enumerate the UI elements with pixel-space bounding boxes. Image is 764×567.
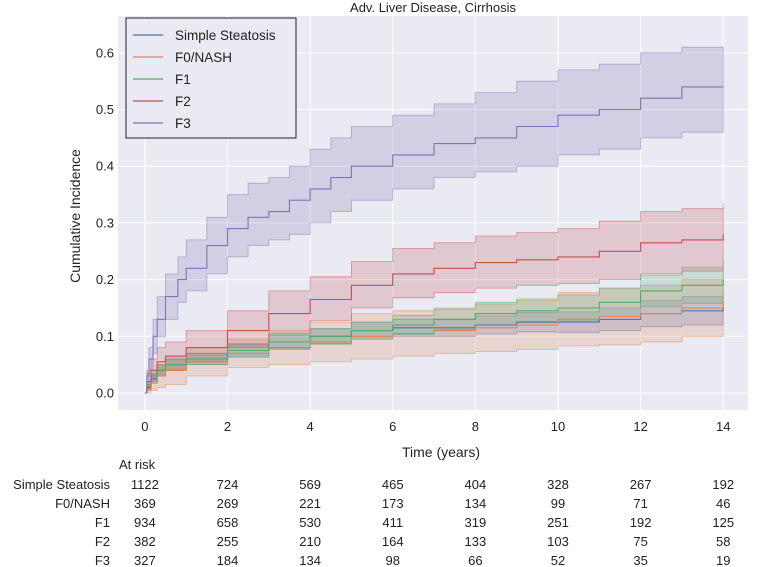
legend-label-f1: F1 bbox=[175, 72, 191, 87]
x-tick-label: 8 bbox=[472, 419, 479, 434]
at-risk-count: 404 bbox=[464, 477, 486, 492]
at-risk-count: 19 bbox=[716, 553, 730, 567]
at-risk-row-label-f3: F3 bbox=[95, 553, 110, 567]
legend-label-f0-nash: F0/NASH bbox=[175, 50, 232, 65]
at-risk-count: 98 bbox=[385, 553, 399, 567]
x-tick-label: 2 bbox=[224, 419, 231, 434]
at-risk-count: 133 bbox=[464, 534, 486, 549]
at-risk-count: 134 bbox=[464, 496, 486, 511]
at-risk-count: 569 bbox=[299, 477, 321, 492]
at-risk-count: 35 bbox=[633, 553, 647, 567]
x-axis-label: Time (years) bbox=[402, 444, 480, 460]
at-risk-count: 369 bbox=[134, 496, 156, 511]
x-tick-label: 4 bbox=[306, 419, 313, 434]
y-tick-label: 0.4 bbox=[96, 159, 114, 174]
at-risk-count: 46 bbox=[716, 496, 730, 511]
at-risk-row-label-f0-nash: F0/NASH bbox=[55, 496, 110, 511]
at-risk-count: 210 bbox=[299, 534, 321, 549]
at-risk-count: 99 bbox=[551, 496, 565, 511]
at-risk-count: 465 bbox=[382, 477, 404, 492]
x-tick-label: 10 bbox=[551, 419, 565, 434]
x-tick-label: 14 bbox=[716, 419, 730, 434]
at-risk-count: 267 bbox=[630, 477, 652, 492]
y-tick-label: 0.0 bbox=[96, 385, 114, 400]
at-risk-row-label-simple-steatosis: Simple Steatosis bbox=[13, 477, 110, 492]
at-risk-count: 134 bbox=[299, 553, 321, 567]
x-tick-label: 0 bbox=[141, 419, 148, 434]
at-risk-count: 173 bbox=[382, 496, 404, 511]
at-risk-count: 934 bbox=[134, 515, 156, 530]
at-risk-count: 269 bbox=[217, 496, 239, 511]
y-tick-labels: 0.0 0.1 0.2 0.3 0.4 0.5 0.6 bbox=[96, 45, 114, 400]
series-line-f3 bbox=[144, 86, 724, 394]
x-tick-label: 6 bbox=[389, 419, 396, 434]
y-tick-label: 0.6 bbox=[96, 45, 114, 60]
confidence-band-f3 bbox=[144, 46, 724, 394]
at-risk-count: 382 bbox=[134, 534, 156, 549]
at-risk-count: 184 bbox=[217, 553, 239, 567]
at-risk-count: 411 bbox=[382, 515, 403, 530]
y-tick-label: 0.2 bbox=[96, 272, 114, 287]
at-risk-count: 66 bbox=[468, 553, 482, 567]
at-risk-count: 75 bbox=[633, 534, 647, 549]
at-risk-count: 658 bbox=[217, 515, 239, 530]
at-risk-count: 319 bbox=[464, 515, 486, 530]
x-tick-labels: 0 2 4 6 8 10 12 14 bbox=[141, 419, 730, 434]
at-risk-count: 52 bbox=[551, 553, 565, 567]
legend-label-f3: F3 bbox=[175, 116, 191, 131]
at-risk-label: At risk bbox=[119, 457, 156, 472]
at-risk-count: 251 bbox=[547, 515, 569, 530]
at-risk-count: 327 bbox=[134, 553, 156, 567]
at-risk-count: 221 bbox=[299, 496, 321, 511]
at-risk-count: 255 bbox=[217, 534, 239, 549]
legend-label-f2: F2 bbox=[175, 94, 191, 109]
at-risk-row-label-f1: F1 bbox=[95, 515, 110, 530]
chart-title: Adv. Liver Disease, Cirrhosis bbox=[350, 0, 516, 15]
at-risk-count: 125 bbox=[712, 515, 734, 530]
at-risk-count: 724 bbox=[217, 477, 239, 492]
at-risk-count: 164 bbox=[382, 534, 404, 549]
legend-frame bbox=[125, 17, 297, 139]
at-risk-table: At risk Simple Steatosis 1122 724 569 465 404… bbox=[13, 457, 734, 567]
x-tick-label: 12 bbox=[633, 419, 647, 434]
at-risk-count: 192 bbox=[630, 515, 652, 530]
y-tick-label: 0.1 bbox=[96, 329, 114, 344]
at-risk-count: 103 bbox=[547, 534, 569, 549]
y-tick-label: 0.5 bbox=[96, 102, 114, 117]
at-risk-row-label-f2: F2 bbox=[95, 534, 110, 549]
y-axis-label: Cumulative Incidence bbox=[67, 149, 83, 283]
legend-label-simple-steatosis: Simple Steatosis bbox=[175, 28, 276, 43]
at-risk-count: 192 bbox=[712, 477, 734, 492]
y-tick-label: 0.3 bbox=[96, 215, 114, 230]
at-risk-count: 58 bbox=[716, 534, 730, 549]
at-risk-count: 530 bbox=[299, 515, 321, 530]
at-risk-count: 1122 bbox=[131, 477, 159, 492]
series-lines bbox=[144, 86, 724, 394]
series-line-f2 bbox=[144, 234, 724, 394]
at-risk-count: 328 bbox=[547, 477, 569, 492]
legend: Simple Steatosis F0/NASH F1 F2 F3 bbox=[125, 17, 297, 139]
at-risk-count: 71 bbox=[633, 496, 647, 511]
